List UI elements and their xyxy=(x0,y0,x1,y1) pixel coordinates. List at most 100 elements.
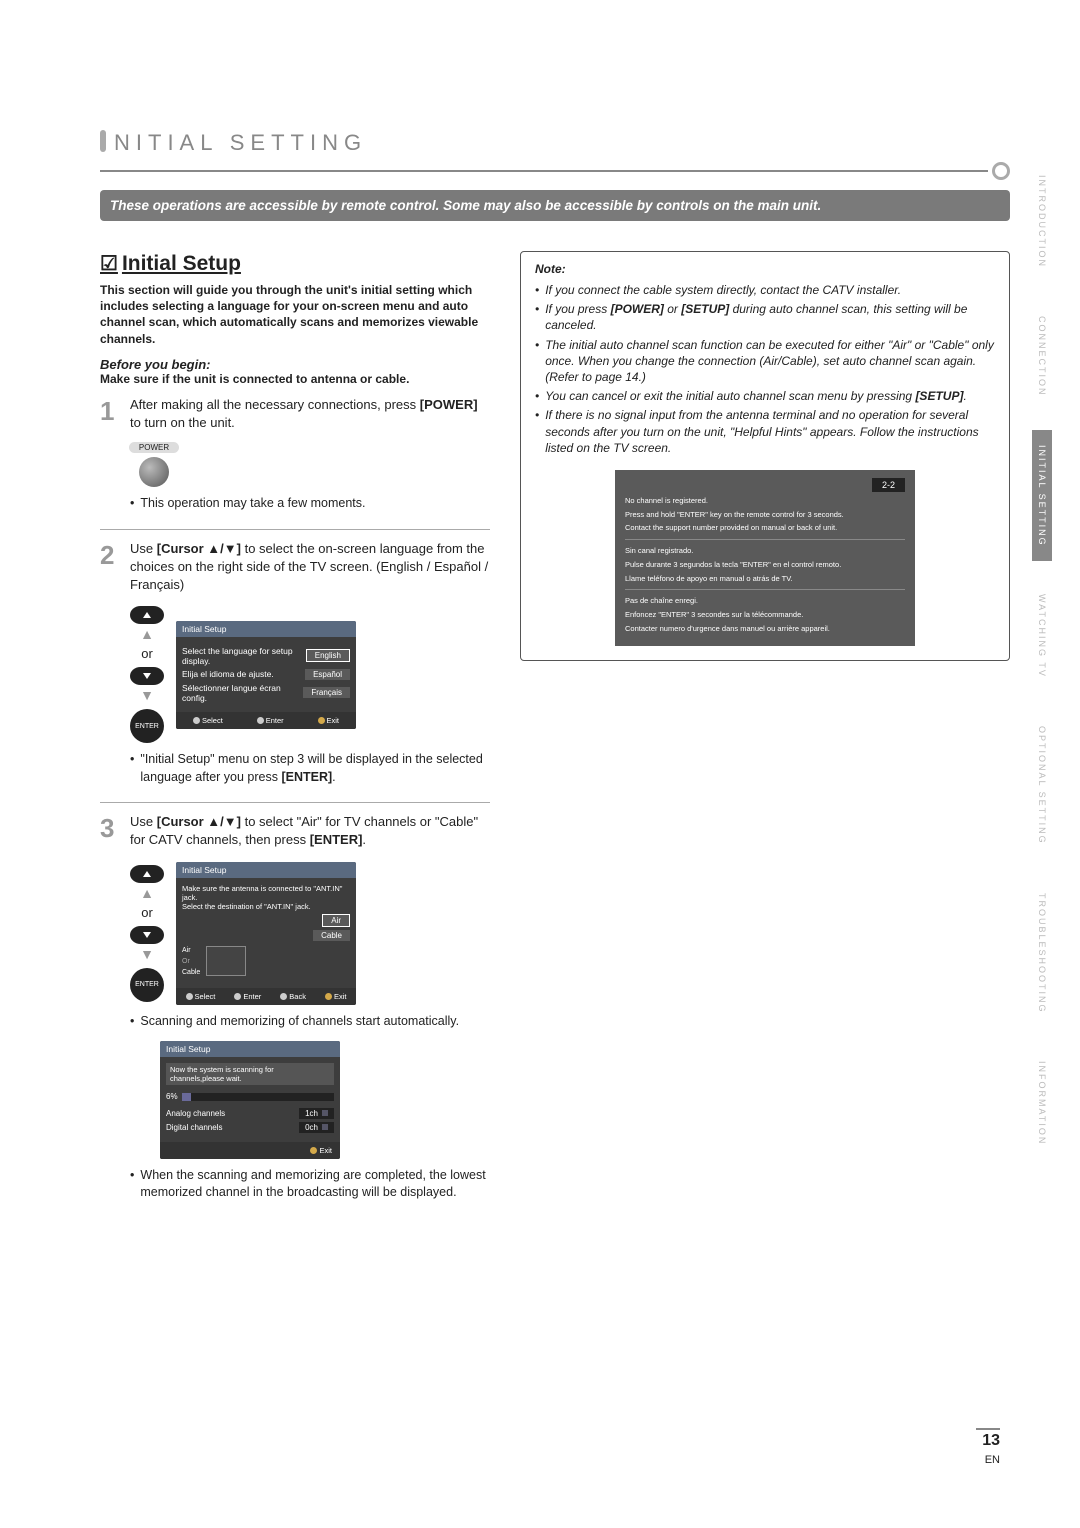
step-2: 2 Use [Cursor ▲/▼] to select the on-scre… xyxy=(100,540,490,595)
t: Scanning and memorizing of channels star… xyxy=(140,1013,459,1031)
chevron-down-icon: ▼ xyxy=(140,687,154,703)
t: Make sure the antenna is connected to "A… xyxy=(182,884,350,902)
step-num: 3 xyxy=(100,813,120,849)
t: Digital channels xyxy=(166,1123,222,1132)
step-3-body: Use [Cursor ▲/▼] to select "Air" for TV … xyxy=(130,813,490,849)
t: [POWER] xyxy=(420,397,478,412)
t: Exit xyxy=(327,716,340,725)
tv-language-screen: Initial Setup Select the language for se… xyxy=(176,621,356,729)
separator xyxy=(100,802,490,803)
section-heading: ☑Initial Setup xyxy=(100,251,490,276)
t: If you connect the cable system directly… xyxy=(545,282,901,298)
step-1: 1 After making all the necessary connect… xyxy=(100,396,490,432)
or-label: or xyxy=(141,646,153,661)
tab-introduction[interactable]: INTRODUCTION xyxy=(1032,160,1052,283)
t: [Cursor ▲/▼] xyxy=(157,814,241,829)
separator xyxy=(100,529,490,530)
step-2-body: Use [Cursor ▲/▼] to select the on-screen… xyxy=(130,540,490,595)
chevron-up-icon: ▲ xyxy=(140,885,154,901)
step-num: 2 xyxy=(100,540,120,595)
progress-pct: 6% xyxy=(166,1092,178,1101)
power-label: POWER xyxy=(129,442,179,453)
t: 0ch xyxy=(305,1123,318,1132)
t: When the scanning and memorizing are com… xyxy=(140,1167,490,1202)
t: Sélectionner langue écran config. xyxy=(182,683,303,703)
page-number-value: 13 xyxy=(976,1428,1000,1450)
t: If you press [POWER] or [SETUP] during a… xyxy=(545,301,995,333)
section-heading-text: Initial Setup xyxy=(122,252,241,275)
side-tabs: INTRODUCTION CONNECTION INITIAL SETTING … xyxy=(1032,160,1052,1161)
remote-graphic-3: ▲ or ▼ ENTER Initial Setup Make sure the… xyxy=(130,862,490,1006)
s1-bullet: •This operation may take a few moments. xyxy=(130,495,490,513)
t: No channel is registered. xyxy=(625,496,905,506)
t: Use xyxy=(130,541,157,556)
check-icon: ☑ xyxy=(100,253,118,275)
tv-title: Initial Setup xyxy=(176,621,356,637)
cursor-up-icon xyxy=(130,865,164,883)
t: Select xyxy=(202,716,223,725)
power-icon xyxy=(139,457,169,487)
s3-bullet2: •When the scanning and memorizing are co… xyxy=(130,1167,490,1202)
t: Cable xyxy=(182,967,200,978)
tab-watching-tv[interactable]: WATCHING TV xyxy=(1032,579,1052,693)
title-rule xyxy=(100,162,1010,180)
t: Use xyxy=(130,814,157,829)
t: Español xyxy=(305,669,350,680)
remote-graphic-2: ▲ or ▼ ENTER Initial Setup Select the la… xyxy=(130,606,490,743)
t: Exit xyxy=(334,992,347,1001)
tab-initial-setting[interactable]: INITIAL SETTING xyxy=(1032,430,1052,562)
tab-optional-setting[interactable]: OPTIONAL SETTING xyxy=(1032,711,1052,860)
t: Exit xyxy=(319,1146,332,1155)
t: Elija el idioma de ajuste. xyxy=(182,669,274,679)
t: [Cursor ▲/▼] xyxy=(157,541,241,556)
note-title: Note: xyxy=(535,262,995,276)
before-title: Before you begin: xyxy=(100,357,490,372)
tv-scanning-screen: Initial Setup Now the system is scanning… xyxy=(160,1041,340,1159)
tv-icon xyxy=(206,946,246,976)
t: Français xyxy=(303,687,350,698)
cursor-down-icon xyxy=(130,926,164,944)
chevron-up-icon: ▲ xyxy=(140,626,154,642)
t: Llame teléfono de apoyo en manual o atrá… xyxy=(625,574,905,584)
page-title: NITIAL SETTING xyxy=(100,130,1010,156)
cursor-up-icon xyxy=(130,606,164,624)
enter-button-icon: ENTER xyxy=(130,968,164,1002)
t: Enter xyxy=(266,716,284,725)
t: "Initial Setup" menu on step 3 will be d… xyxy=(140,751,490,786)
step-num: 1 xyxy=(100,396,120,432)
step-1-body: After making all the necessary connectio… xyxy=(130,396,490,432)
tv-aircable-screen: Initial Setup Make sure the antenna is c… xyxy=(176,862,356,1006)
t: Enfoncez "ENTER" 3 secondes sur la téléc… xyxy=(625,610,905,620)
t: If there is no signal input from the ant… xyxy=(545,407,995,456)
t: [ENTER] xyxy=(310,832,363,847)
t: Now the system is scanning for channels,… xyxy=(166,1063,334,1085)
page-lang: EN xyxy=(985,1454,1000,1466)
t: Pas de chaîne enregi. xyxy=(625,596,905,606)
t: The initial auto channel scan function c… xyxy=(545,337,995,386)
t: After making all the necessary connectio… xyxy=(130,397,420,412)
power-button-graphic: POWER xyxy=(130,442,178,487)
page-number: 13 EN xyxy=(976,1428,1000,1468)
t: Contact the support number provided on m… xyxy=(625,523,905,533)
badge: 2-2 xyxy=(872,478,905,492)
banner: These operations are accessible by remot… xyxy=(100,190,1010,221)
tab-troubleshooting[interactable]: TROUBLESHOOTING xyxy=(1032,878,1052,1029)
tab-information[interactable]: INFORMATION xyxy=(1032,1046,1052,1160)
t: . xyxy=(362,832,366,847)
t: Cable xyxy=(313,930,350,941)
t: Contacter numero d'urgence dans manuel o… xyxy=(625,624,905,634)
t: Sin canal registrado. xyxy=(625,546,905,556)
t: Back xyxy=(289,992,306,1001)
t: Enter xyxy=(243,992,261,1001)
t: Press and hold "ENTER" key on the remote… xyxy=(625,510,905,520)
tab-connection[interactable]: CONNECTION xyxy=(1032,301,1052,412)
tv-title: Initial Setup xyxy=(160,1041,340,1057)
t: Select xyxy=(195,992,216,1001)
t: Air xyxy=(182,945,200,956)
t: Select the language for setup display. xyxy=(182,646,306,666)
chevron-down-icon: ▼ xyxy=(140,946,154,962)
tv-title: Initial Setup xyxy=(176,862,356,878)
note-box: Note: •If you connect the cable system d… xyxy=(520,251,1010,661)
t: to turn on the unit. xyxy=(130,415,235,430)
before-sub: Make sure if the unit is connected to an… xyxy=(100,372,490,386)
